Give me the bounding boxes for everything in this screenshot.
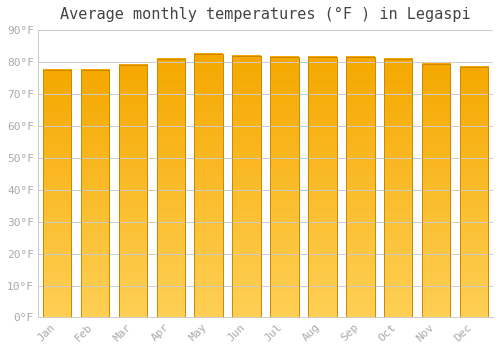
Bar — [384, 59, 412, 317]
Bar — [118, 65, 147, 317]
Bar — [43, 70, 72, 317]
Bar — [346, 57, 374, 317]
Bar — [308, 57, 336, 317]
Bar — [156, 59, 185, 317]
Bar — [194, 54, 223, 317]
Bar — [270, 57, 299, 317]
Bar — [460, 67, 488, 317]
Bar — [81, 70, 109, 317]
Title: Average monthly temperatures (°F ) in Legaspi: Average monthly temperatures (°F ) in Le… — [60, 7, 471, 22]
Bar — [422, 64, 450, 317]
Bar — [232, 56, 261, 317]
